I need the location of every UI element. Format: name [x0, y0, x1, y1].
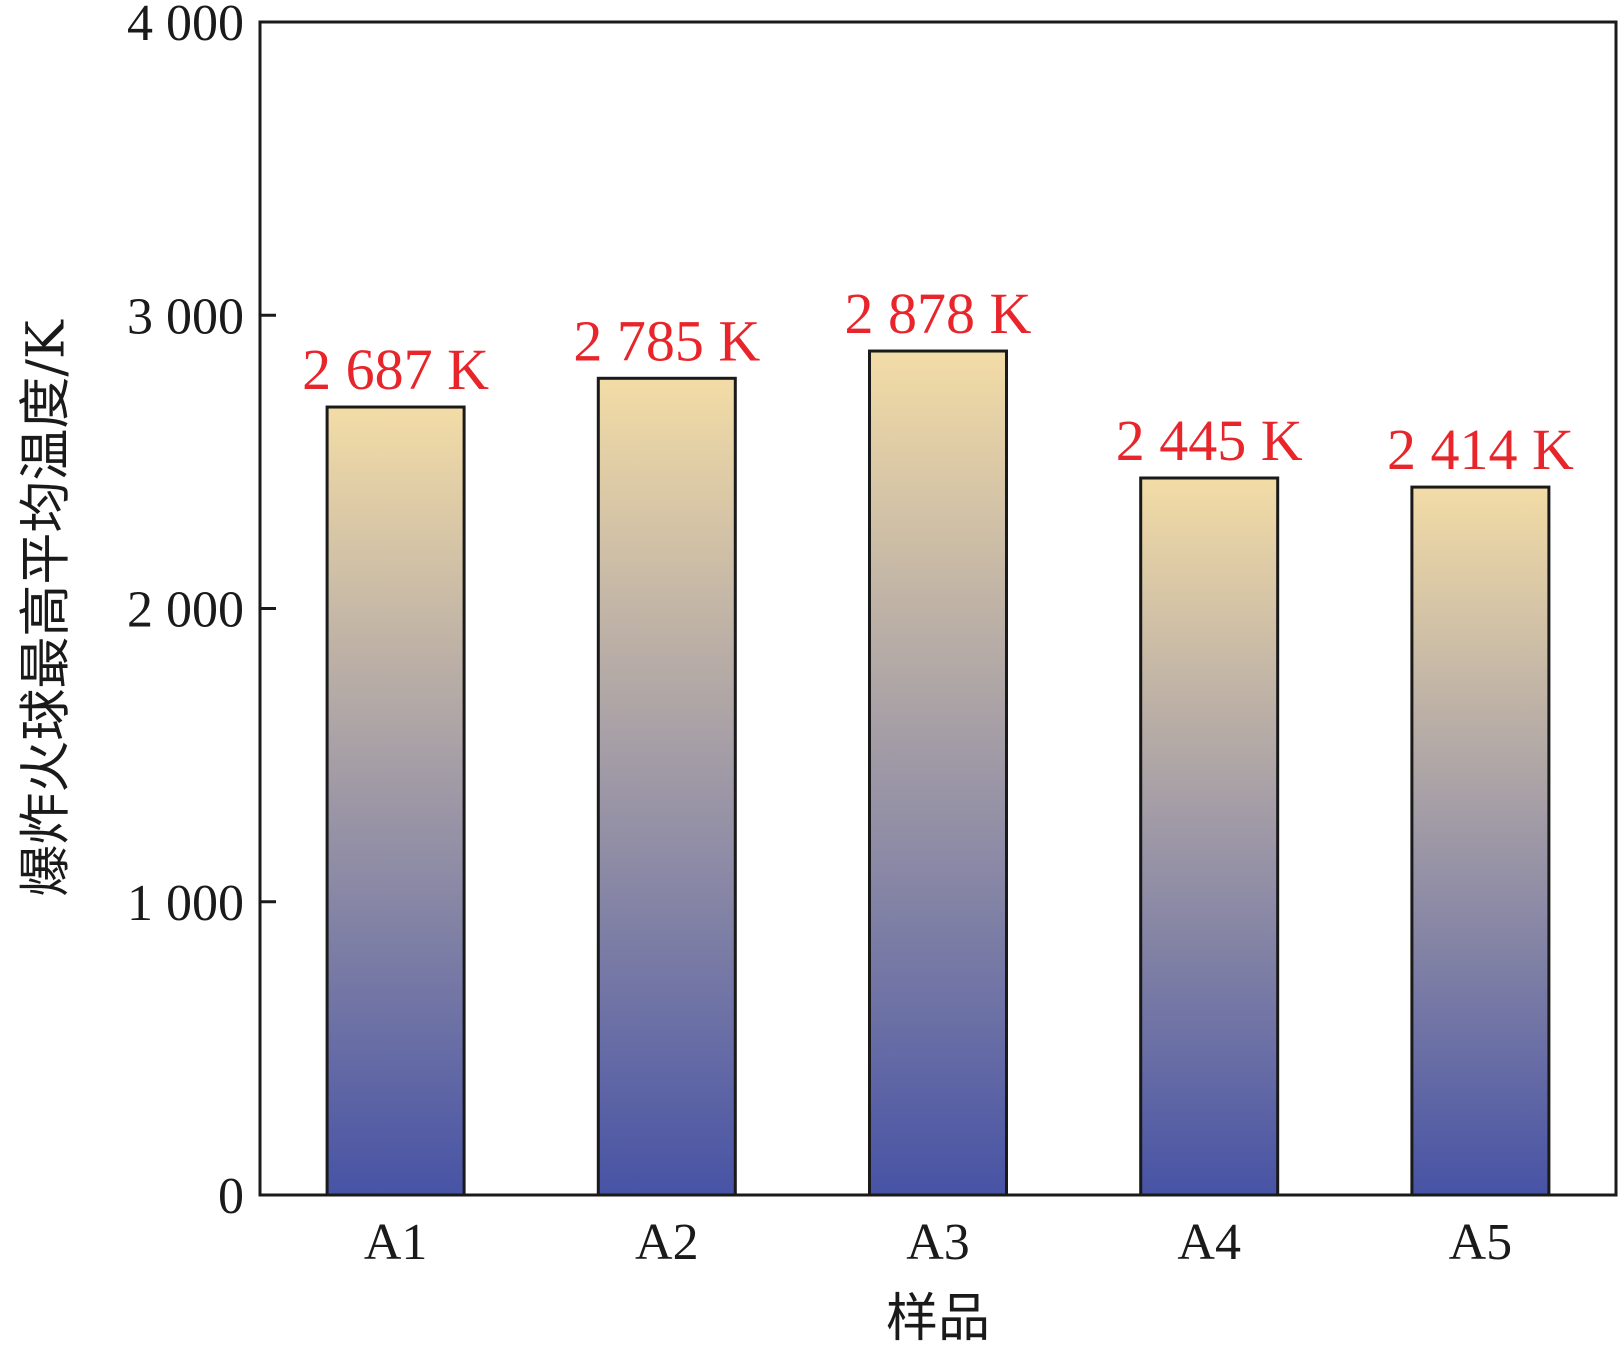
- bars: [325, 349, 1551, 1197]
- y-tick-label-1000: 1 000: [127, 875, 244, 932]
- x-tick-label-a5: A5: [1449, 1214, 1513, 1271]
- data-label-a1: 2 687 K: [302, 337, 489, 402]
- x-tick-label-a4: A4: [1177, 1214, 1241, 1271]
- y-axis-title: 爆炸火球最高平均温度/K: [17, 319, 77, 897]
- x-axis: A1 A2 A3 A4 A5: [364, 1214, 1512, 1271]
- y-axis: 0 1 000 2 000 3 000 4 000: [127, 0, 276, 1225]
- data-label-a4: 2 445 K: [1116, 408, 1303, 473]
- data-label-a5: 2 414 K: [1387, 417, 1574, 482]
- y-tick-label-2000: 2 000: [127, 582, 244, 639]
- x-tick-label-a2: A2: [635, 1214, 699, 1271]
- bar-a4: [1139, 476, 1280, 1197]
- data-label-a2: 2 785 K: [573, 308, 760, 373]
- x-axis-title: 样品: [886, 1289, 990, 1349]
- x-tick-label-a3: A3: [906, 1214, 970, 1271]
- y-tick-label-4000: 4 000: [127, 0, 244, 52]
- bar-a2: [596, 376, 737, 1197]
- x-tick-label-a1: A1: [364, 1214, 428, 1271]
- bar-a5: [1410, 485, 1551, 1197]
- bar-a3: [868, 349, 1008, 1197]
- data-label-a3: 2 878 K: [845, 281, 1032, 346]
- bar-a1: [325, 405, 466, 1197]
- data-labels: 2 687 K 2 785 K 2 878 K 2 445 K 2 414 K: [302, 281, 1574, 482]
- y-tick-label-3000: 3 000: [127, 288, 244, 345]
- y-tick-label-0: 0: [218, 1168, 244, 1225]
